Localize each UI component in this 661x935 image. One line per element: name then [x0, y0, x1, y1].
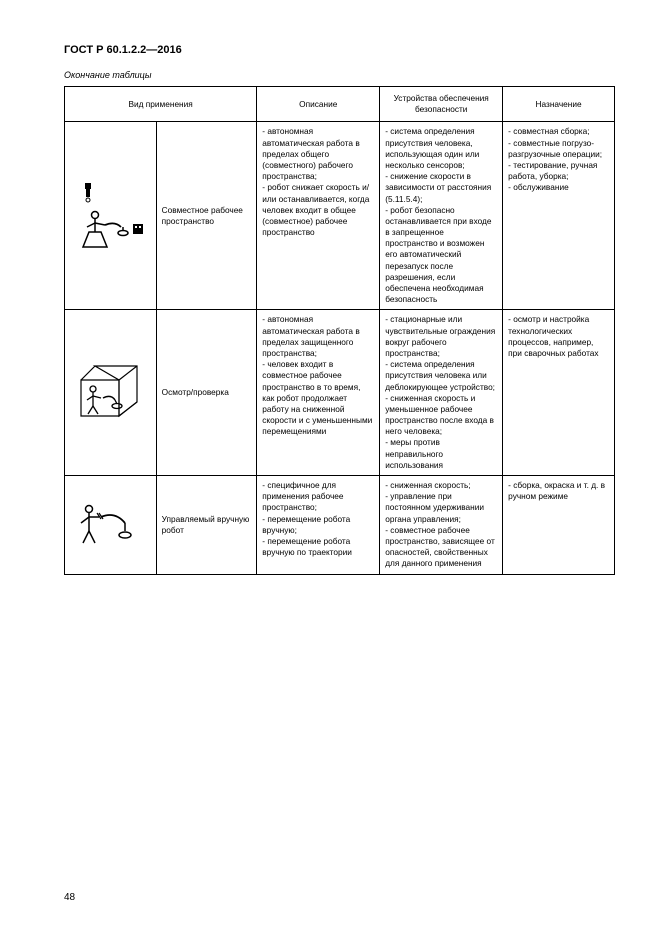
table-caption: Окончание таблицы [64, 70, 615, 80]
row3-safety: - сниженная скорость; - управление при п… [380, 476, 503, 575]
row1-purpose: - совместная сборка; - совместные погруз… [503, 122, 615, 310]
table-row: Осмотр/проверка - автономная автоматичес… [65, 310, 615, 476]
row1-type: Совместное рабочее пространство [156, 122, 257, 310]
row3-purpose: - сборка, окраска и т. д. в ручном режим… [503, 476, 615, 575]
row3-description: - специфичное для применения рабочее про… [257, 476, 380, 575]
table-header-row: Вид применения Описание Устройства обесп… [65, 87, 615, 122]
row2-safety: - стационарные или чувствительные огражд… [380, 310, 503, 476]
main-table: Вид применения Описание Устройства обесп… [64, 86, 615, 575]
row3-type: Управляемый вручную робот [156, 476, 257, 575]
document-header: ГОСТ Р 60.1.2.2—2016 [64, 44, 615, 56]
row2-illustration [65, 310, 157, 476]
col-header-application: Вид применения [65, 87, 257, 122]
row1-description: - автономная автоматическая работа в пре… [257, 122, 380, 310]
hand-guided-robot-icon [75, 497, 145, 553]
inspection-icon [75, 358, 145, 428]
page-number: 48 [64, 892, 75, 903]
row2-type: Осмотр/проверка [156, 310, 257, 476]
col-header-safety: Устройства обеспечения безопасности [380, 87, 503, 122]
row2-description: - автономная автоматическая работа в пре… [257, 310, 380, 476]
shared-workspace-icon [75, 177, 145, 255]
col-header-description: Описание [257, 87, 380, 122]
row2-purpose: - осмотр и настройка технологических про… [503, 310, 615, 476]
table-row: Управляемый вручную робот - специфичное … [65, 476, 615, 575]
row1-safety: - система определения присутствия челове… [380, 122, 503, 310]
row3-illustration [65, 476, 157, 575]
table-row: Совместное рабочее пространство - автоно… [65, 122, 615, 310]
row1-illustration [65, 122, 157, 310]
col-header-purpose: Назначение [503, 87, 615, 122]
